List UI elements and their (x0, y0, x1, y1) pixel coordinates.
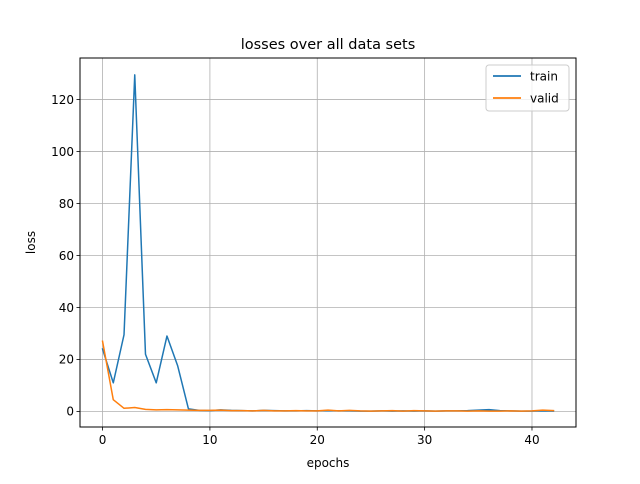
y-tick-label: 20 (59, 353, 74, 367)
x-tick-label: 10 (202, 433, 217, 447)
grid (80, 58, 576, 427)
x-tick-label: 30 (417, 433, 432, 447)
legend: train valid (485, 64, 570, 112)
x-tick-label: 20 (310, 433, 325, 447)
y-tick-label: 120 (51, 93, 74, 107)
legend-label-train: train (530, 70, 558, 84)
y-tick-label: 60 (59, 249, 74, 263)
y-tick-label: 100 (51, 145, 74, 159)
series-line-valid (101, 340, 555, 412)
y-tick-label: 40 (59, 301, 74, 315)
plot-frame (79, 57, 577, 428)
y-tick-label: 80 (59, 197, 74, 211)
y-tick-label: 0 (66, 405, 74, 419)
chart-title: losses over all data sets (241, 37, 416, 53)
x-axis-label: epochs (307, 456, 350, 470)
y-axis-label: loss (24, 231, 38, 254)
x-tick-label: 40 (524, 433, 539, 447)
series-lines (101, 74, 555, 412)
ticks: 0 10 20 30 40 0 20 40 60 80 100 120 (51, 93, 540, 447)
legend-label-valid: valid (530, 92, 559, 106)
x-tick-label: 0 (99, 433, 107, 447)
